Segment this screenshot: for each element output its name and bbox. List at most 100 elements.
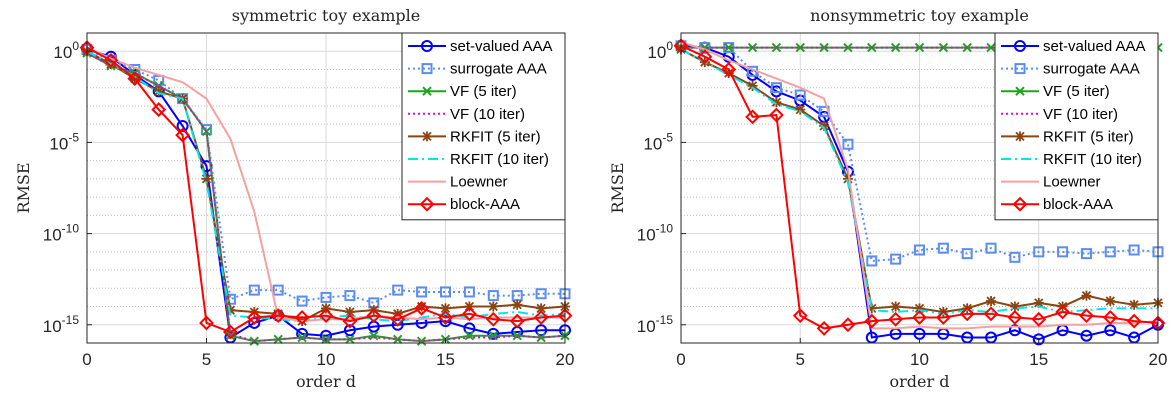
legend-marker	[1015, 86, 1025, 96]
series-line	[680, 44, 1159, 263]
data-point	[416, 286, 428, 298]
data-point	[487, 327, 500, 340]
data-point	[343, 324, 356, 337]
data-point	[272, 284, 284, 296]
data-point	[344, 290, 356, 302]
data-point	[366, 308, 382, 324]
data-point	[1009, 301, 1020, 312]
legend-marker	[422, 86, 432, 96]
data-point	[535, 288, 547, 300]
legend-label: VF (10 iter)	[450, 106, 525, 123]
data-point	[320, 291, 332, 303]
data-point	[464, 330, 475, 341]
data-point	[1008, 324, 1021, 337]
legend-label: surrogate AAA	[1043, 61, 1140, 78]
data-point	[890, 253, 902, 265]
y-axis-label: RMSE	[608, 162, 627, 213]
data-point	[1033, 297, 1044, 308]
legend-label: RKFIT (10 iter)	[1043, 151, 1142, 168]
data-point	[248, 284, 260, 296]
data-point	[888, 311, 904, 327]
data-point	[723, 42, 734, 53]
series-line	[680, 44, 1159, 330]
data-point	[1032, 333, 1045, 346]
data-point	[1080, 248, 1092, 260]
y-tick-label: 10-10	[43, 222, 80, 245]
x-tick-label: 10	[910, 350, 929, 369]
legend-entry: RKFIT (5 iter)	[1001, 128, 1134, 145]
legend: set-valued AAA surrogate AAA VF (5 iter) VF…	[401, 32, 566, 221]
legend-entry: surrogate AAA	[1001, 61, 1140, 78]
data-point	[914, 42, 925, 53]
y-tick-label: 10-10	[637, 222, 674, 245]
x-tick-label: 0	[82, 350, 91, 369]
data-point	[103, 52, 119, 68]
legend-label: VF (10 iter)	[1043, 106, 1118, 123]
legend-label: VF (5 iter)	[450, 83, 517, 100]
data-point	[890, 42, 901, 53]
data-point	[536, 332, 546, 343]
data-point	[1079, 308, 1094, 324]
data-point	[1104, 324, 1117, 337]
legend-label: Loewner	[450, 174, 508, 191]
data-point	[723, 68, 734, 79]
x-axis-label: order d	[296, 372, 356, 391]
data-point	[792, 308, 808, 324]
data-point	[439, 315, 452, 328]
legend-entry: Loewner	[408, 174, 508, 191]
legend-marker	[1014, 40, 1026, 52]
legend-label: Loewner	[1043, 174, 1101, 191]
data-point	[416, 301, 427, 312]
data-point	[1031, 311, 1047, 327]
data-point	[1081, 290, 1092, 301]
data-point	[222, 324, 238, 340]
data-point	[1129, 299, 1140, 310]
chart-title: symmetric toy example	[232, 6, 421, 25]
x-tick-label: 20	[1149, 350, 1168, 369]
y-tick-label: 10-5	[49, 130, 79, 153]
x-tick-label: 0	[676, 350, 685, 369]
data-point	[890, 301, 901, 312]
data-point	[1128, 244, 1140, 256]
series-line	[86, 50, 566, 323]
data-point	[440, 286, 451, 298]
legend-label: RKFIT (5 iter)	[450, 128, 541, 145]
chart-panel-2: 0 5 10 15 20 100 10-5 10-10 10-15 nonsymmetric to…	[608, 6, 1167, 391]
legend-label: block-AAA	[450, 196, 520, 213]
data-point	[1080, 329, 1093, 342]
data-point	[416, 336, 427, 346]
data-point	[795, 104, 806, 115]
legend-marker	[1015, 131, 1025, 142]
data-point	[535, 324, 548, 337]
legend-label: surrogate AAA	[450, 61, 547, 78]
data-point	[770, 82, 782, 94]
data-point	[842, 138, 854, 150]
legend-marker	[422, 131, 432, 142]
data-point	[959, 306, 975, 322]
y-tick-label: 10-5	[643, 130, 673, 153]
legend-entry: block-AAA	[1001, 196, 1113, 213]
series-line	[86, 46, 566, 334]
chart-title: nonsymmetric toy example	[810, 6, 1029, 25]
data-point	[151, 102, 167, 118]
data-point	[864, 313, 880, 329]
data-point	[153, 86, 164, 97]
legend-marker	[1014, 63, 1026, 75]
legend-marker	[419, 196, 435, 212]
legend-label: RKFIT (5 iter)	[1043, 128, 1134, 145]
data-point	[1102, 310, 1118, 325]
data-point	[225, 330, 236, 341]
legend-entry: set-valued AAA	[408, 38, 553, 55]
data-point	[721, 62, 737, 77]
data-point	[270, 308, 286, 324]
data-point	[127, 71, 143, 87]
legend-entry: set-valued AAA	[1001, 38, 1146, 55]
series-line	[680, 44, 1159, 341]
legend-marker	[421, 40, 433, 52]
series-line	[86, 48, 565, 340]
legend-label: VF (5 iter)	[1043, 83, 1110, 100]
legend-entry: VF (5 iter)	[1001, 83, 1110, 100]
data-point	[983, 306, 999, 322]
data-point	[201, 173, 212, 184]
